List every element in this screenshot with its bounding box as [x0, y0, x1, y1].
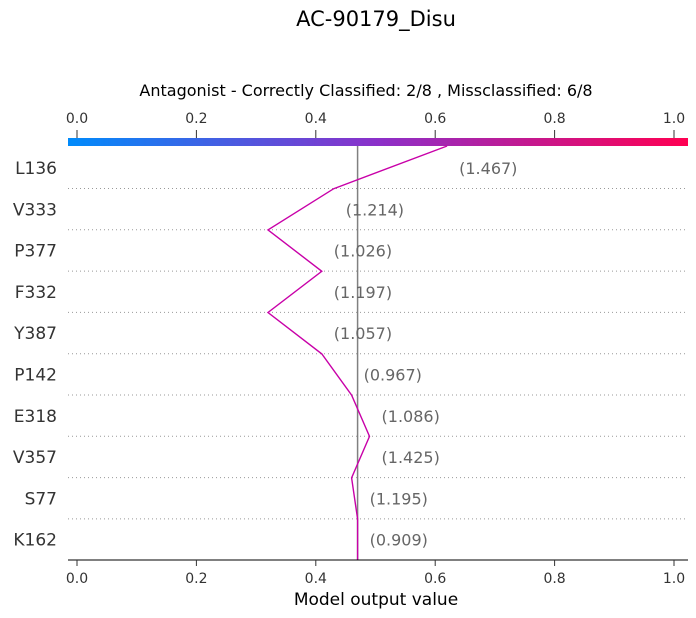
feature-label: P377: [14, 242, 57, 262]
top-tick-label: 0.4: [305, 111, 327, 127]
feature-label: Y387: [13, 324, 57, 344]
feature-label: E318: [14, 407, 57, 427]
feature-value-label: (0.967): [364, 366, 422, 385]
feature-label: S77: [25, 489, 57, 509]
feature-value-label: (1.197): [334, 283, 392, 302]
feature-label: P142: [14, 366, 57, 386]
bottom-tick-label: 0.0: [66, 571, 88, 587]
feature-value-label: (1.057): [334, 324, 392, 343]
top-tick-label: 1.0: [663, 111, 685, 127]
chart-title: AC-90179_Disu: [296, 7, 456, 32]
feature-label: F332: [15, 283, 57, 303]
feature-label: V357: [13, 448, 57, 468]
feature-value-label: (1.086): [382, 407, 440, 426]
feature-value-label: (1.026): [334, 242, 392, 261]
feature-value-label: (1.195): [370, 489, 428, 508]
top-tick-label: 0.6: [424, 111, 446, 127]
chart-subtitle: Antagonist - Correctly Classified: 2/8 ,…: [139, 81, 592, 100]
feature-label: K162: [13, 531, 57, 551]
decision-path: [266, 145, 448, 560]
feature-value-label: (0.909): [370, 531, 428, 550]
bottom-tick-label: 0.6: [424, 571, 446, 587]
colorbar: [68, 138, 688, 146]
bottom-tick-label: 0.8: [543, 571, 565, 587]
feature-label: V333: [13, 200, 57, 220]
feature-label: L136: [15, 159, 57, 179]
bottom-tick-label: 1.0: [663, 571, 685, 587]
feature-value-label: (1.214): [346, 200, 404, 219]
x-axis-label: Model output value: [294, 590, 458, 610]
feature-value-label: (1.467): [459, 159, 517, 178]
bottom-tick-label: 0.4: [305, 571, 327, 587]
top-tick-label: 0.2: [185, 111, 207, 127]
bottom-tick-label: 0.2: [185, 571, 207, 587]
top-tick-label: 0.8: [543, 111, 565, 127]
feature-value-label: (1.425): [382, 448, 440, 467]
top-tick-label: 0.0: [66, 111, 88, 127]
